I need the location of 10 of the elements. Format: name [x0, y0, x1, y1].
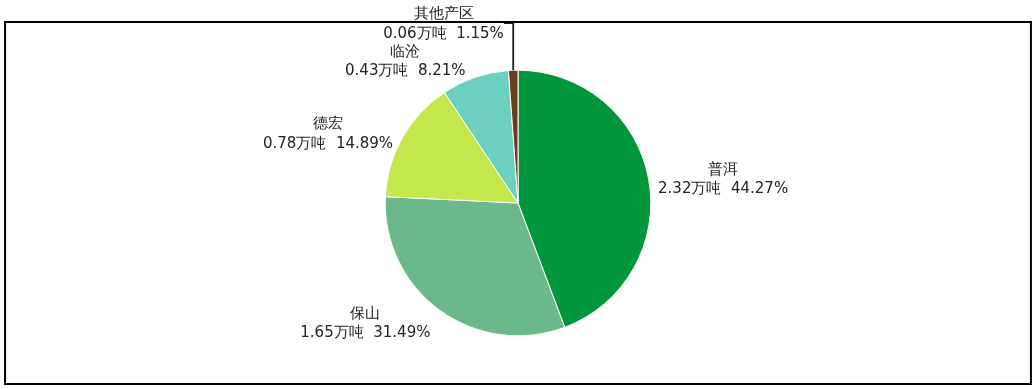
- data-label: 0.43万吨 8.21%: [345, 61, 466, 80]
- data-label: 0.06万吨 1.15%: [383, 23, 504, 42]
- slice-label: 德宏: [313, 114, 344, 133]
- data-label: 2.32万吨 44.27%: [658, 179, 789, 198]
- slice-label: 保山: [350, 303, 381, 322]
- slice-label: 其他产区: [413, 4, 474, 23]
- data-label: 0.78万吨 14.89%: [262, 133, 394, 152]
- slice-label: 临沧: [390, 41, 421, 60]
- slice-label: 普洱: [708, 159, 739, 178]
- data-label: 1.65万吨 31.49%: [300, 323, 431, 342]
